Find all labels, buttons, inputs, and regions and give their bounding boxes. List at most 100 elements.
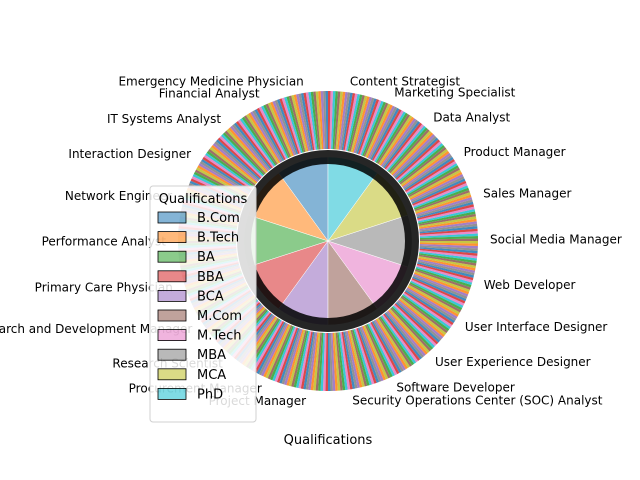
outer-slice <box>418 254 477 266</box>
outer-slice <box>411 178 466 205</box>
outer-slice <box>226 128 267 174</box>
outer-slice <box>337 332 346 391</box>
outer-slice <box>329 332 333 391</box>
outer-slice <box>261 323 289 377</box>
outer-slice <box>419 242 478 246</box>
outer-slice <box>318 332 324 391</box>
legend-swatch <box>157 387 187 400</box>
outer-slice <box>222 132 265 176</box>
outer-slice <box>405 158 455 192</box>
outer-slice <box>415 192 471 213</box>
outer-slice <box>325 332 328 392</box>
outer-slice <box>406 163 458 195</box>
outer-slice <box>263 323 290 378</box>
outer-slice <box>300 331 313 389</box>
outer-slice <box>201 158 251 192</box>
role-label: Emergency Medicine Physician <box>118 75 303 89</box>
outer-slice <box>338 92 348 150</box>
outer-slice <box>417 206 475 222</box>
outer-slice <box>390 130 432 175</box>
outer-slice <box>221 134 264 177</box>
role-label: Interaction Designer <box>68 147 191 161</box>
outer-slice <box>397 299 444 339</box>
outer-slice <box>209 146 257 185</box>
outer-slice <box>239 118 276 167</box>
legend-swatch <box>157 231 187 244</box>
outer-slice <box>202 156 252 191</box>
outer-slice <box>323 332 327 391</box>
role-label: Performance Analyst <box>42 235 167 249</box>
outer-slice <box>346 330 360 389</box>
role-label: Sales Manager <box>483 187 571 201</box>
outer-slice <box>364 103 391 158</box>
outer-slice <box>413 185 469 209</box>
outer-slice <box>296 330 310 389</box>
outer-slice <box>320 91 325 150</box>
outer-slice <box>419 250 478 259</box>
outer-slice <box>323 91 327 150</box>
outer-slice <box>405 290 455 324</box>
outer-slice <box>405 288 457 321</box>
outer-slice <box>415 197 473 216</box>
outer-slice <box>418 218 477 229</box>
outer-slice <box>332 91 338 150</box>
outer-slice <box>393 304 437 347</box>
outer-slice <box>350 329 368 387</box>
role-label: Security Operations Center (SOC) Analyst <box>352 394 603 408</box>
outer-slice <box>403 154 453 190</box>
outer-slice <box>417 260 475 276</box>
outer-slice <box>415 269 471 290</box>
role-label: Financial Analyst <box>159 87 260 101</box>
outer-slice <box>379 116 415 166</box>
outer-slice <box>419 241 478 244</box>
outer-slice <box>199 161 251 194</box>
outer-slice <box>371 109 402 161</box>
role-label: Marketing Specialist <box>394 86 515 100</box>
outer-slice <box>356 98 377 154</box>
outer-slice <box>380 315 417 364</box>
outer-slice <box>276 327 299 383</box>
outer-slice <box>385 311 424 358</box>
outer-slice <box>360 326 384 382</box>
outer-slice <box>375 112 408 164</box>
outer-slice <box>334 91 341 150</box>
outer-slice <box>418 256 476 269</box>
outer-slice <box>389 128 430 174</box>
outer-slice <box>416 201 474 219</box>
outer-slice <box>338 332 348 390</box>
outer-slice <box>219 135 263 178</box>
outer-slice <box>413 187 470 210</box>
outer-slice <box>263 104 290 159</box>
outer-slice <box>272 326 296 382</box>
outer-slice <box>413 272 470 295</box>
outer-slice <box>370 107 400 161</box>
outer-slice <box>409 282 463 311</box>
outer-slice <box>340 92 351 151</box>
outer-slice <box>408 169 462 199</box>
outer-slice <box>265 324 292 379</box>
outer-slice <box>332 332 338 391</box>
outer-slice <box>366 323 393 378</box>
outer-slice <box>272 100 296 156</box>
role-label: Social Media Manager <box>490 232 622 246</box>
outer-slice <box>373 320 404 372</box>
outer-slice <box>393 135 437 178</box>
outer-slice <box>310 91 319 150</box>
outer-slice <box>258 106 287 160</box>
outer-slice <box>374 319 406 371</box>
outer-slice <box>320 332 325 391</box>
outer-slice <box>414 270 470 293</box>
outer-slice <box>419 244 478 249</box>
outer-slice <box>408 284 460 315</box>
outer-slice <box>256 321 286 375</box>
outer-slice <box>418 216 477 228</box>
role-label: Research and Development Manager <box>0 322 192 336</box>
outer-slice <box>279 328 300 384</box>
outer-slice <box>409 171 463 200</box>
outer-slice <box>254 321 285 373</box>
outer-slice <box>350 95 368 153</box>
outer-slice <box>418 253 477 264</box>
outer-slice <box>341 331 353 390</box>
outer-slice <box>344 331 358 389</box>
